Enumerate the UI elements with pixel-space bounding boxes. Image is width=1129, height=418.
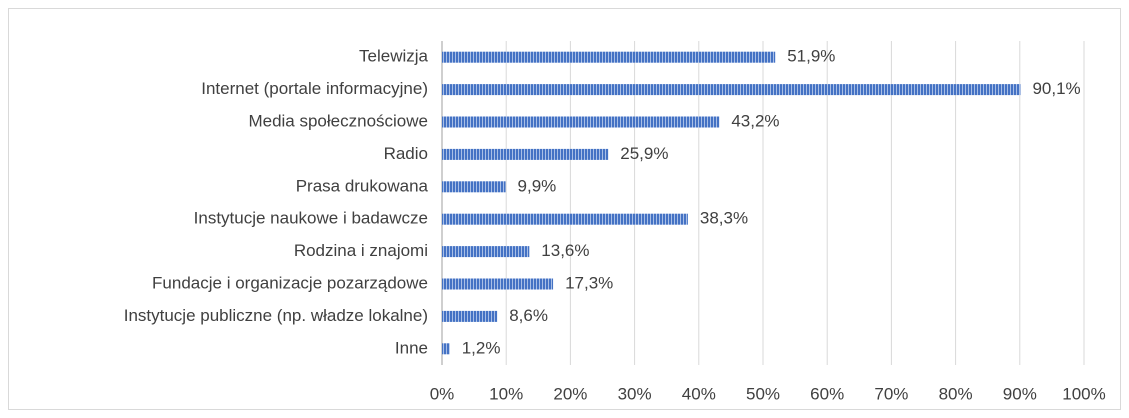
data-label: 17,3%	[565, 273, 613, 292]
x-tick-label: 20%	[553, 384, 587, 403]
data-label: 9,9%	[518, 176, 557, 195]
y-tick-label: Prasa drukowana	[296, 176, 429, 195]
x-tick-label: 60%	[810, 384, 844, 403]
data-label: 51,9%	[787, 47, 835, 66]
data-label: 8,6%	[509, 306, 548, 325]
x-tick-label: 10%	[489, 384, 523, 403]
data-label: 13,6%	[541, 241, 589, 260]
x-tick-label: 30%	[618, 384, 652, 403]
bar	[442, 246, 530, 258]
data-label: 38,3%	[700, 209, 748, 228]
x-tick-label: 80%	[939, 384, 973, 403]
y-tick-label: Telewizja	[359, 47, 429, 66]
x-tick-label: 0%	[430, 384, 455, 403]
y-tick-label: Media społecznościowe	[248, 111, 428, 130]
data-label: 25,9%	[620, 144, 668, 163]
x-tick-label: 70%	[874, 384, 908, 403]
y-tick-label: Fundacje i organizacje pozarządowe	[152, 273, 428, 292]
bar	[442, 213, 688, 225]
bar	[442, 181, 506, 193]
y-tick-label: Inne	[395, 338, 428, 357]
bar	[442, 310, 498, 322]
data-label: 90,1%	[1032, 79, 1080, 98]
data-label: 43,2%	[731, 111, 779, 130]
y-tick-label: Rodzina i znajomi	[294, 241, 428, 260]
y-tick-label: Instytucje publiczne (np. władze lokalne…	[124, 306, 428, 325]
data-label: 1,2%	[462, 338, 501, 357]
bar	[442, 343, 450, 355]
bar	[442, 84, 1021, 96]
bar	[442, 148, 609, 160]
bar	[442, 116, 720, 128]
chart-border	[8, 8, 1121, 410]
x-tick-label: 90%	[1003, 384, 1037, 403]
y-tick-label: Internet (portale informacyjne)	[201, 79, 428, 98]
bar	[442, 51, 776, 63]
x-tick-label: 40%	[682, 384, 716, 403]
y-tick-label: Instytucje naukowe i badawcze	[194, 209, 428, 228]
y-tick-label: Radio	[384, 144, 428, 163]
x-tick-label: 50%	[746, 384, 780, 403]
x-tick-label: 100%	[1062, 384, 1105, 403]
bar	[442, 278, 554, 290]
